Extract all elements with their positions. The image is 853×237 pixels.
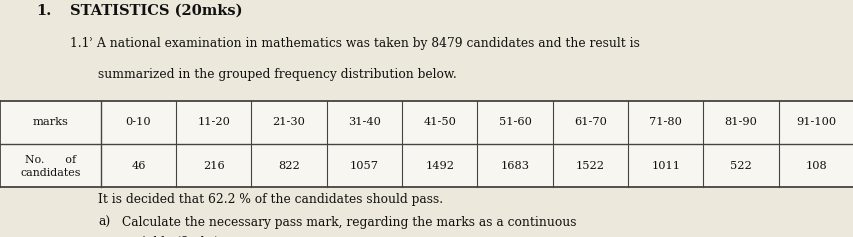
- Text: 1.: 1.: [36, 4, 51, 18]
- Text: 51-60: 51-60: [498, 117, 531, 127]
- Text: 91-100: 91-100: [795, 117, 835, 127]
- Text: 1057: 1057: [350, 161, 379, 171]
- Text: No.      of: No. of: [25, 155, 76, 165]
- Text: marks: marks: [32, 117, 68, 127]
- Text: 522: 522: [729, 161, 751, 171]
- Text: 822: 822: [278, 161, 299, 171]
- Text: 1492: 1492: [425, 161, 454, 171]
- Text: candidates: candidates: [20, 169, 80, 178]
- Text: 108: 108: [804, 161, 827, 171]
- Text: 21-30: 21-30: [272, 117, 305, 127]
- Text: 1.1ʾ A national examination in mathematics was taken by 8479 candidates and the : 1.1ʾ A national examination in mathemati…: [70, 37, 639, 50]
- Text: 46: 46: [131, 161, 146, 171]
- Text: It is decided that 62.2 % of the candidates should pass.: It is decided that 62.2 % of the candida…: [98, 193, 443, 206]
- Text: variable.(2mks): variable.(2mks): [122, 236, 219, 237]
- Text: Calculate the necessary pass mark, regarding the marks as a continuous: Calculate the necessary pass mark, regar…: [122, 216, 576, 229]
- Text: summarized in the grouped frequency distribution below.: summarized in the grouped frequency dist…: [98, 68, 456, 81]
- Text: a): a): [98, 216, 110, 229]
- Text: 31-40: 31-40: [347, 117, 380, 127]
- Text: 1011: 1011: [651, 161, 679, 171]
- Text: 1683: 1683: [500, 161, 529, 171]
- Text: 41-50: 41-50: [423, 117, 456, 127]
- Bar: [0, 101, 853, 187]
- Text: 216: 216: [203, 161, 224, 171]
- Text: STATISTICS (20mks): STATISTICS (20mks): [70, 4, 242, 18]
- Text: 61-70: 61-70: [573, 117, 606, 127]
- Text: 1522: 1522: [575, 161, 604, 171]
- Text: 11-20: 11-20: [197, 117, 230, 127]
- Text: 71-80: 71-80: [648, 117, 682, 127]
- Text: 0-10: 0-10: [125, 117, 151, 127]
- Text: 81-90: 81-90: [723, 117, 757, 127]
